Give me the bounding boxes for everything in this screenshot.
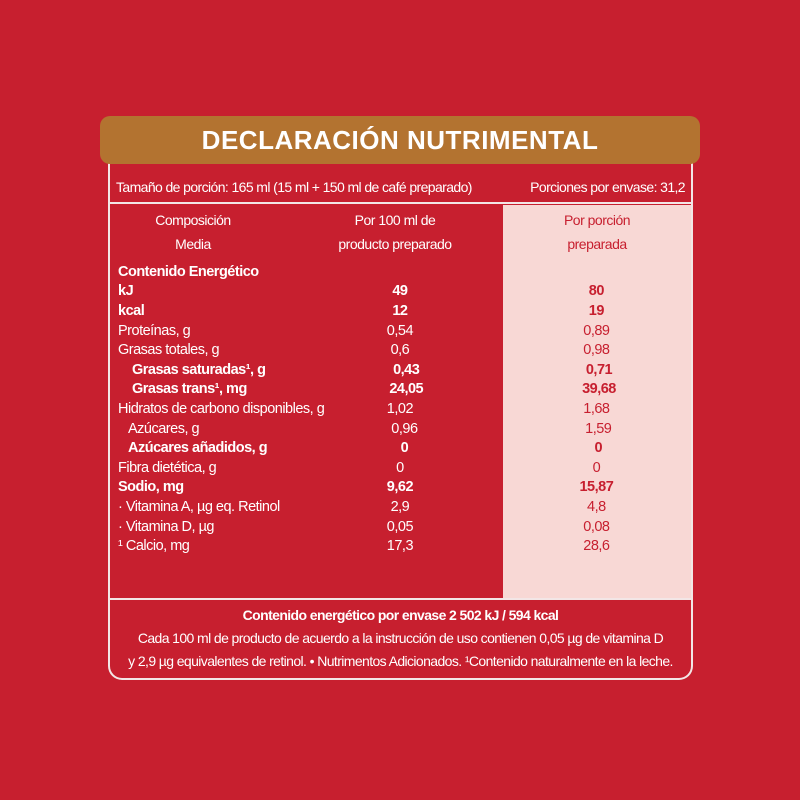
serving-info: Tamaño de porción: 165 ml (15 ml + 150 m… <box>110 174 691 200</box>
table-row: Hidratos de carbono disponibles, g 1,02 1,… <box>118 399 691 419</box>
nutrient-label: Grasas saturadas¹, g <box>132 361 266 378</box>
energy-per-pack: Contenido energético por envase 2 502 kJ… <box>242 607 559 623</box>
nutrient-label: Fibra dietética, g <box>118 459 217 476</box>
nutrient-label: Contenido Energético <box>118 263 259 280</box>
value-per-100ml: 0,6 <box>390 342 410 359</box>
table-row: ¹ Calcio, mg 17,3 28,6 <box>118 536 691 556</box>
nutrient-label: · Vitamina A, µg eq. Retinol <box>118 498 280 515</box>
table-row: kcal 12 19 <box>118 301 691 321</box>
value-per-serving: 0,98 <box>583 342 610 359</box>
value-per-serving: 15,87 <box>579 479 614 496</box>
value-per-serving: 19 <box>588 302 605 319</box>
value-per-100ml: 0,43 <box>393 361 420 378</box>
table-row: kJ 49 80 <box>118 282 691 302</box>
servings-per-pack: Porciones por envase: 31,2 <box>530 179 685 195</box>
col-header-line: Media <box>175 236 211 252</box>
value-per-serving: 1,59 <box>585 420 612 437</box>
footnote-line: Cada 100 ml de producto de acuerdo a la … <box>137 630 664 646</box>
divider <box>108 202 693 204</box>
value-per-100ml: 24,05 <box>389 381 424 398</box>
nutrient-label: kcal <box>118 302 145 319</box>
value-per-100ml: 0 <box>400 440 409 457</box>
table-row: · Vitamina A, µg eq. Retinol 2,9 4,8 <box>118 497 691 517</box>
value-per-serving: 0,89 <box>583 322 610 339</box>
nutrient-label: Azúcares, g <box>128 420 200 437</box>
nutrient-label: Sodio, mg <box>118 479 184 496</box>
col-header-composition: Composición Media <box>118 208 268 256</box>
table-row: Grasas totales, g 0,6 0,98 <box>118 340 691 360</box>
value-per-100ml: 9,62 <box>386 479 414 496</box>
value-per-100ml: 0,96 <box>391 420 418 437</box>
table-row: Contenido Energético <box>118 262 691 282</box>
value-per-serving: 0,71 <box>585 361 613 378</box>
value-per-100ml: 0,54 <box>386 322 414 339</box>
serving-size: Tamaño de porción: 165 ml (15 ml + 150 m… <box>116 179 472 195</box>
value-per-serving: 0 <box>594 440 603 457</box>
col-header-per-100ml: Por 100 ml de producto preparado <box>320 208 470 256</box>
nutrition-panel <box>108 120 693 680</box>
table-row: · Vitamina D, µg 0,05 0,08 <box>118 517 691 537</box>
value-per-100ml: 2,9 <box>390 498 410 515</box>
footnote-line: y 2,9 µg equivalentes de retinol. • Nutr… <box>128 653 673 669</box>
table-row: Proteínas, g 0,54 0,89 <box>118 321 691 341</box>
table-row: Sodio, mg 9,62 15,87 <box>118 478 691 498</box>
col-header-line: producto preparado <box>338 236 452 252</box>
per-serving-column-bg <box>503 205 691 598</box>
divider <box>108 598 693 600</box>
nutrient-label: kJ <box>118 283 134 300</box>
value-per-serving: 0 <box>592 459 601 476</box>
value-per-100ml: 49 <box>392 283 408 300</box>
value-per-100ml: 12 <box>392 302 408 319</box>
nutrient-label: · Vitamina D, µg <box>118 518 215 535</box>
nutrient-table: Contenido Energético kJ 49 80 kcal 12 19 Proteí… <box>118 262 691 556</box>
col-header-line: preparada <box>567 236 627 252</box>
col-header-line: Por porción <box>563 212 631 228</box>
nutrient-label: Grasas trans¹, mg <box>132 381 247 398</box>
table-row: Grasas trans¹, mg 24,05 39,68 <box>118 380 691 400</box>
value-per-100ml: 0,05 <box>386 518 414 535</box>
value-per-serving: 28,6 <box>583 538 610 555</box>
value-per-serving: 39,68 <box>582 381 616 398</box>
nutrient-label: Hidratos de carbono disponibles, g <box>118 400 325 417</box>
value-per-100ml: 17,3 <box>386 538 414 555</box>
value-per-serving: 80 <box>588 283 605 300</box>
nutrient-label: ¹ Calcio, mg <box>118 538 190 555</box>
table-row: Azúcares, g 0,96 1,59 <box>118 419 691 439</box>
title: DECLARACIÓN NUTRIMENTAL <box>201 124 599 155</box>
value-per-serving: 0,08 <box>583 518 610 535</box>
col-header-line: Composición <box>155 212 231 228</box>
col-header-line: Por 100 ml de <box>354 212 436 228</box>
value-per-100ml: 1,02 <box>386 400 414 417</box>
nutrient-label: Azúcares añadidos, g <box>128 440 268 457</box>
col-header-per-serving: Por porción preparada <box>503 208 691 256</box>
footer-notes: Contenido energético por envase 2 502 kJ… <box>110 604 691 673</box>
value-per-serving: 4,8 <box>587 498 606 515</box>
table-row: Azúcares añadidos, g 0 0 <box>118 438 691 458</box>
value-per-100ml: 0 <box>396 459 404 476</box>
table-row: Fibra dietética, g 0 0 <box>118 458 691 478</box>
table-row: Grasas saturadas¹, g 0,43 0,71 <box>118 360 691 380</box>
nutrient-label: Proteínas, g <box>118 322 191 339</box>
title-banner: DECLARACIÓN NUTRIMENTAL <box>100 116 700 164</box>
nutrient-label: Grasas totales, g <box>118 342 220 359</box>
value-per-serving: 1,68 <box>583 400 610 417</box>
